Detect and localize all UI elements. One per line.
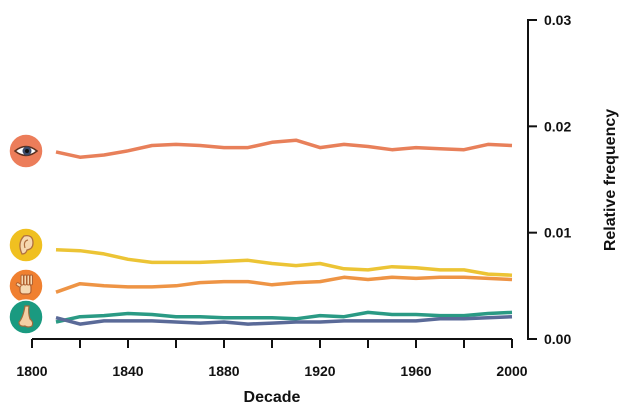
y-axis-title: Relative frequency [602, 109, 619, 251]
x-tick-label: 1840 [112, 363, 143, 379]
x-tick-label: 2000 [496, 363, 527, 379]
x-tick-label: 1800 [16, 363, 47, 379]
y-tick-label: 0.01 [544, 225, 571, 241]
y-tick-label: 0.00 [544, 331, 571, 347]
legend-icons [8, 133, 44, 335]
axes [32, 20, 529, 340]
series-line-hand [55, 275, 513, 294]
series-line-ear [55, 247, 513, 277]
x-tick-label: 1960 [400, 363, 431, 379]
y-tick-label: 0.03 [544, 12, 571, 28]
series-line-tongue [55, 314, 513, 326]
x-ticks: 1800 1840 1880 1920 1960 2000 [16, 339, 528, 379]
series-line-eye [55, 138, 513, 159]
x-axis-title: Decade [244, 389, 301, 406]
y-ticks: 0.00 0.01 0.02 0.03 [527, 12, 571, 347]
y-tick-label: 0.02 [544, 118, 571, 134]
series-line-nose [55, 310, 513, 324]
eye-icon [8, 133, 44, 169]
nose-icon [8, 299, 44, 335]
x-tick-label: 1880 [208, 363, 239, 379]
x-tick-label: 1920 [304, 363, 335, 379]
hand-icon [8, 268, 44, 304]
series-layer [55, 138, 513, 326]
ear-icon [8, 227, 44, 263]
